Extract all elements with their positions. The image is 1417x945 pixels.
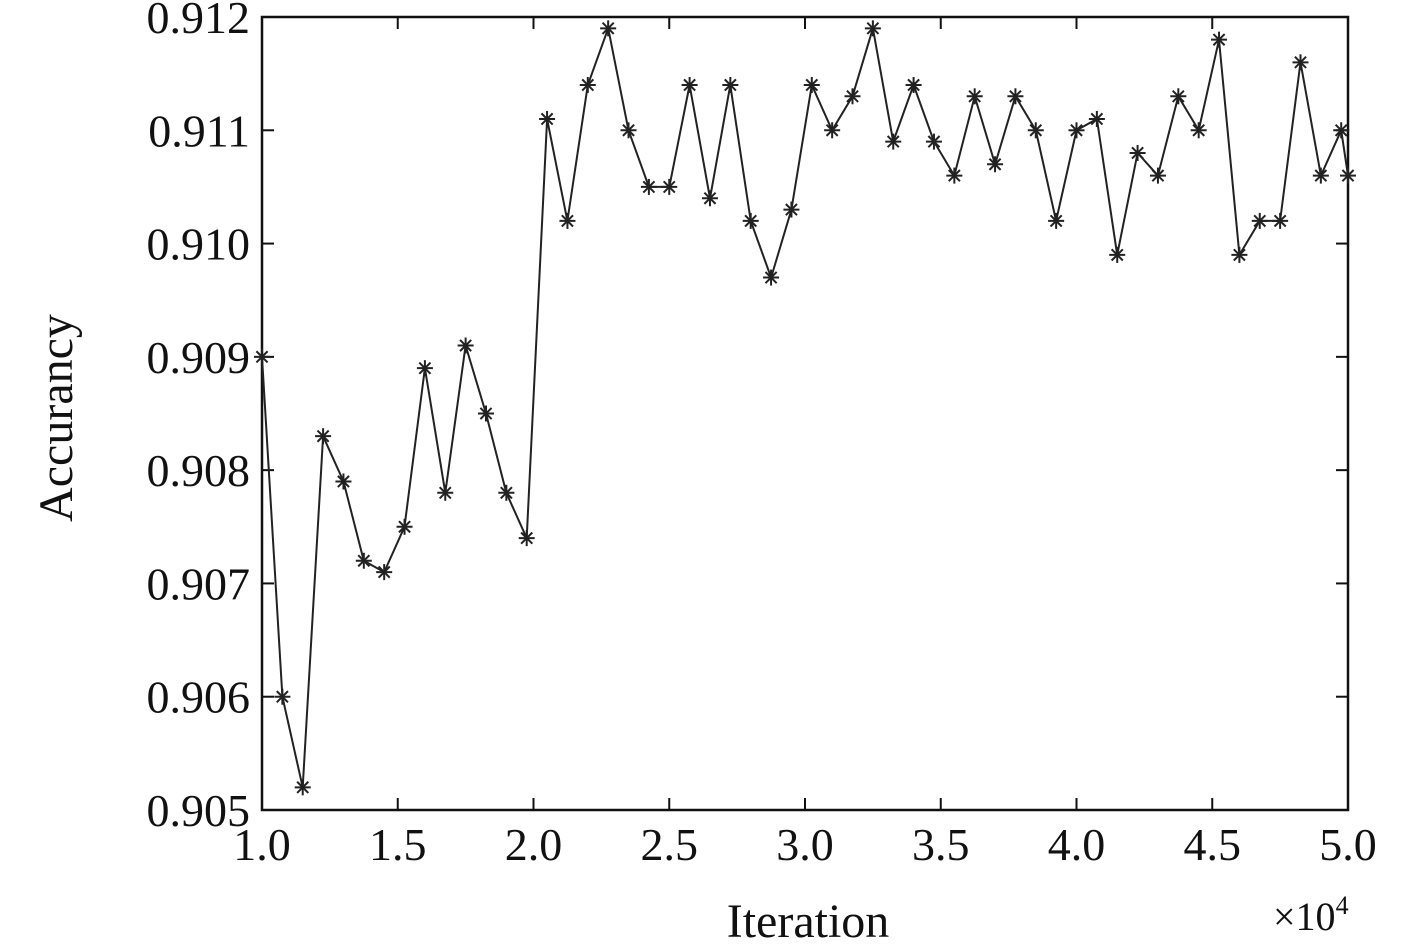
- x-tick-label: 2.0: [505, 819, 563, 870]
- data-point: [987, 156, 1004, 173]
- data-point: [1231, 246, 1248, 263]
- x-axis-label: Iteration: [727, 895, 890, 945]
- data-point: [1340, 167, 1356, 184]
- data-point: [498, 484, 515, 501]
- data-point: [1007, 88, 1024, 105]
- data-point: [1333, 122, 1350, 139]
- data-point: [681, 76, 698, 93]
- data-point: [1048, 212, 1065, 229]
- series-line: [261, 24, 1349, 788]
- y-tick-label: 0.909: [147, 332, 251, 383]
- y-tick-label: 0.908: [147, 445, 251, 496]
- data-point: [661, 178, 678, 195]
- data-point: [335, 473, 352, 490]
- data-point: [763, 269, 780, 286]
- data-point: [864, 20, 881, 37]
- data-point: [1109, 246, 1126, 263]
- data-point: [477, 405, 494, 422]
- data-point: [600, 20, 617, 37]
- data-point: [396, 518, 413, 535]
- y-tick-label: 0.905: [147, 785, 251, 836]
- x-tick-label: 1.5: [369, 819, 427, 870]
- x-tick-label: 5.0: [1319, 819, 1377, 870]
- data-point: [946, 167, 963, 184]
- y-axis-label: Accurancy: [30, 314, 83, 522]
- data-point: [457, 337, 474, 354]
- data-point: [783, 201, 800, 218]
- x-axis-multiplier-base: ×10: [1273, 894, 1336, 939]
- x-tick-label: 4.5: [1184, 819, 1242, 870]
- x-tick-label: 4.0: [1048, 819, 1106, 870]
- data-point: [274, 688, 291, 705]
- data-point: [1312, 167, 1329, 184]
- y-tick-label: 0.907: [147, 558, 251, 609]
- data-point: [355, 552, 372, 569]
- data-point: [1170, 88, 1187, 105]
- y-tick-labels: 0.905 0.906 0.907 0.908 0.909 0.910 0.911 0.912: [147, 0, 251, 836]
- data-point: [416, 360, 433, 377]
- data-point: [1211, 31, 1228, 48]
- y-tick-label: 0.906: [147, 672, 251, 723]
- data-point: [1149, 167, 1166, 184]
- data-point: [539, 110, 556, 127]
- y-tick-label: 0.910: [147, 219, 251, 270]
- plot-frame: [260, 15, 1350, 812]
- y-tick-label: 0.912: [147, 0, 251, 43]
- data-point: [640, 178, 657, 195]
- data-point: [824, 122, 841, 139]
- x-tick-labels: 1.0 1.5 2.0 2.5 3.0 3.5 4.0 4.5 5.0: [233, 819, 1377, 870]
- data-point: [1292, 54, 1309, 71]
- data-point: [254, 348, 270, 365]
- data-point: [925, 133, 942, 150]
- data-point: [885, 133, 902, 150]
- data-point: [905, 76, 922, 93]
- series-markers: [254, 20, 1356, 796]
- data-point: [1068, 122, 1085, 139]
- data-point: [1190, 122, 1207, 139]
- x-tick-label: 1.0: [233, 819, 291, 870]
- data-point: [742, 212, 759, 229]
- data-point: [1251, 212, 1268, 229]
- data-point: [579, 76, 596, 93]
- data-point: [701, 190, 718, 207]
- x-axis-multiplier-exponent: 4: [1336, 891, 1349, 920]
- data-point: [376, 564, 393, 581]
- x-tick-label: 2.5: [641, 819, 699, 870]
- x-axis-multiplier: ×104: [1273, 891, 1349, 939]
- data-point: [620, 122, 637, 139]
- data-point: [1088, 110, 1105, 127]
- data-point: [1129, 144, 1146, 161]
- data-point: [437, 484, 454, 501]
- y-tick-label: 0.911: [148, 105, 250, 156]
- data-point: [315, 428, 332, 445]
- x-tick-label: 3.5: [912, 819, 970, 870]
- x-tick-label: 3.0: [776, 819, 834, 870]
- data-point: [1027, 122, 1044, 139]
- data-point: [1272, 212, 1289, 229]
- data-point: [966, 88, 983, 105]
- data-point: [722, 76, 739, 93]
- axis-ticks: [261, 16, 1349, 811]
- data-point: [518, 530, 535, 547]
- data-point: [803, 76, 820, 93]
- data-point: [559, 212, 576, 229]
- data-point: [294, 779, 311, 796]
- data-point: [844, 88, 861, 105]
